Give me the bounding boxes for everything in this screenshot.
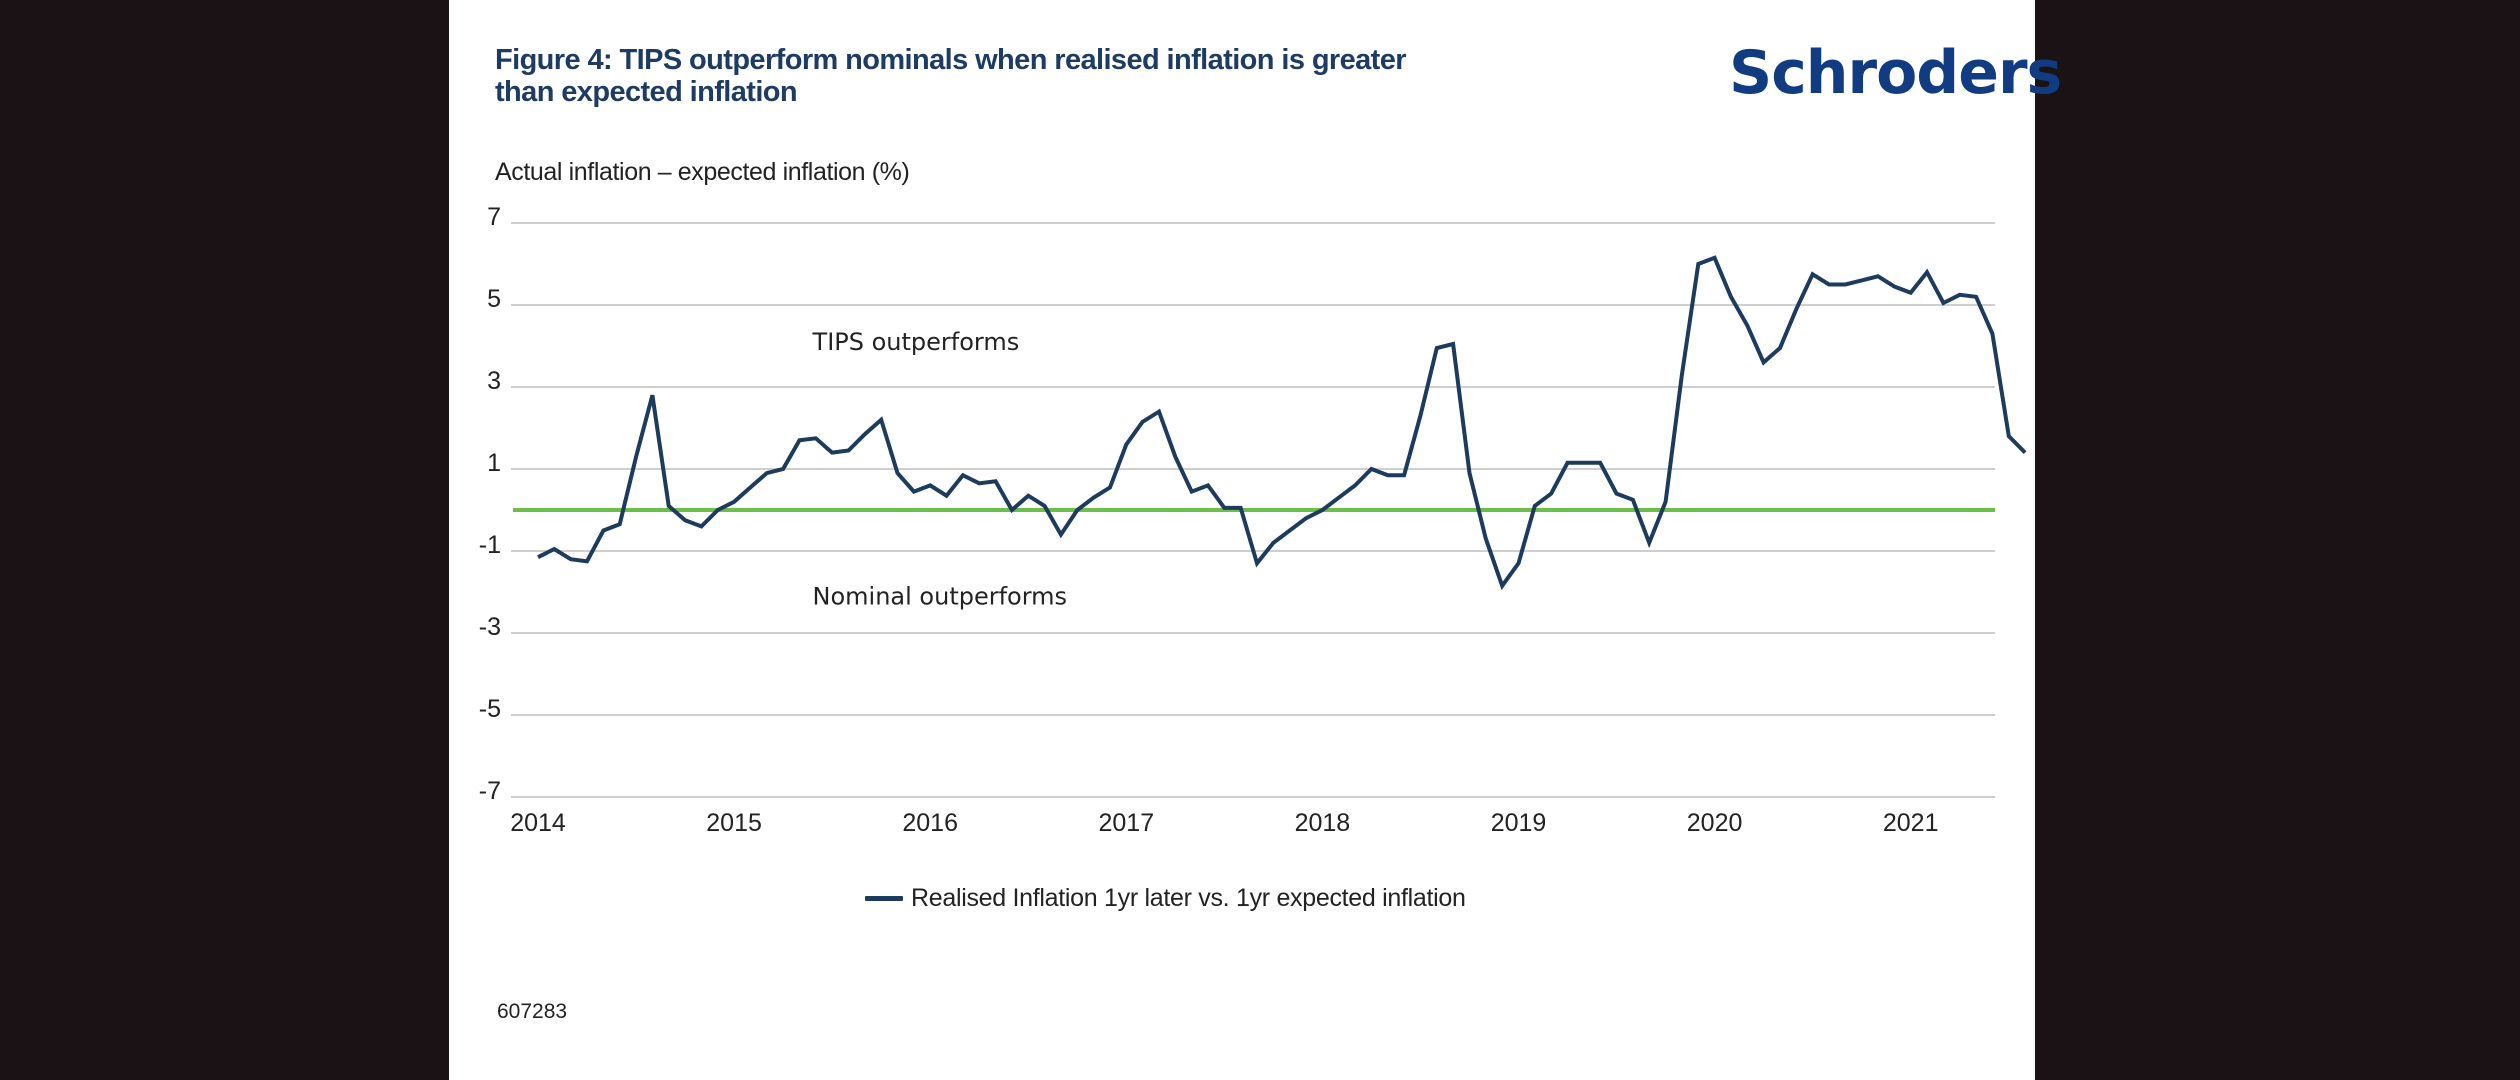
y-tick-label: -1 bbox=[479, 531, 501, 559]
y-tick-label: -3 bbox=[479, 613, 501, 641]
figure-panel: Figure 4: TIPS outperform nominals when … bbox=[449, 0, 2062, 1080]
figure-title: Figure 4: TIPS outperform nominals when … bbox=[495, 44, 1595, 108]
y-tick-label: -7 bbox=[479, 777, 501, 805]
chart-id: 607283 bbox=[497, 1000, 568, 1023]
y-tick-labels: 7 5 3 1 -1 -3 -5 -7 bbox=[479, 203, 501, 805]
x-tick-label: 2021 bbox=[1883, 809, 1939, 837]
x-tick-label: 2018 bbox=[1295, 809, 1351, 837]
annotations: TIPS outperforms Nominal outperforms bbox=[812, 328, 1068, 610]
figure-title-line-1: Figure 4: TIPS outperform nominals when … bbox=[495, 44, 1407, 76]
x-tick-label: 2016 bbox=[902, 809, 958, 837]
y-tick-label: 3 bbox=[487, 367, 501, 395]
y-tick-label: 5 bbox=[487, 285, 501, 313]
y-tick-label: 7 bbox=[487, 203, 501, 231]
x-tick-label: 2017 bbox=[1098, 809, 1154, 837]
annotation-tips-outperforms: TIPS outperforms bbox=[812, 328, 1020, 356]
line-chart: 7 5 3 1 -1 -3 -5 -7 2014 2015 2016 2017 2018 2019 202… bbox=[479, 203, 2027, 837]
annotation-nominal-outperforms: Nominal outperforms bbox=[813, 582, 1068, 610]
legend-line-swatch-icon bbox=[865, 896, 903, 901]
y-tick-label: -5 bbox=[479, 695, 501, 723]
x-tick-label: 2019 bbox=[1491, 809, 1547, 837]
x-tick-label: 2015 bbox=[706, 809, 762, 837]
y-tick-label: 1 bbox=[487, 449, 501, 477]
figure-title-line-2: than expected inflation bbox=[495, 76, 798, 108]
x-tick-labels: 2014 2015 2016 2017 2018 2019 2020 2021 bbox=[510, 809, 1938, 837]
legend: Realised Inflation 1yr later vs. 1yr exp… bbox=[865, 884, 1466, 913]
legend-label: Realised Inflation 1yr later vs. 1yr exp… bbox=[911, 884, 1466, 912]
x-tick-label: 2014 bbox=[510, 809, 566, 837]
schroders-logo: Schroders bbox=[1729, 38, 2062, 108]
series-line-realised-vs-expected bbox=[537, 255, 2027, 591]
y-axis-label: Actual inflation – expected inflation (%… bbox=[495, 158, 910, 186]
x-tick-label: 2020 bbox=[1687, 809, 1743, 837]
